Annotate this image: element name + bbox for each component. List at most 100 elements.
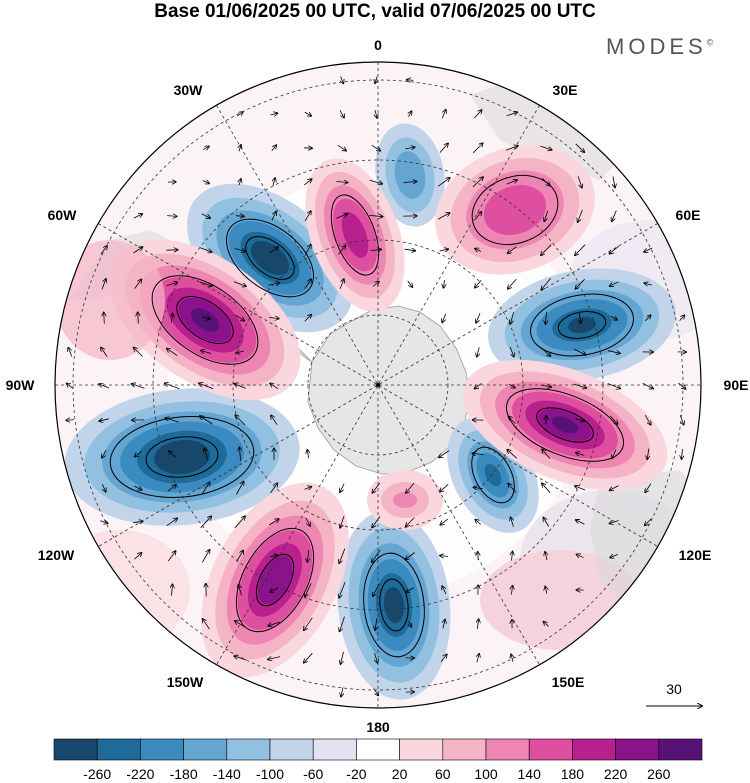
wind-vector	[370, 249, 381, 250]
wind-vector	[543, 518, 550, 527]
wind-vector	[165, 418, 179, 423]
wind-vector	[407, 280, 413, 287]
wind-vector	[578, 209, 583, 222]
wind-vector	[474, 110, 481, 119]
wind-vector	[239, 179, 241, 186]
wind-vector	[439, 143, 448, 153]
wind-vector	[607, 351, 620, 354]
wind-vector	[408, 111, 411, 117]
wind-vector	[236, 112, 243, 117]
wind-vector	[610, 315, 617, 320]
wind-vector	[475, 249, 482, 252]
lon-label-120w: 120W	[38, 547, 75, 563]
wind-vector	[102, 449, 107, 458]
wind-vector	[268, 657, 281, 660]
wind-vector	[507, 450, 518, 459]
wind-vector	[508, 384, 515, 388]
wind-vector	[67, 383, 74, 389]
colorbar-swatch	[226, 738, 271, 761]
wind-vector	[167, 485, 176, 492]
wind-vector	[270, 383, 279, 390]
reference-vector: 30	[646, 681, 702, 706]
colorbar-swatch	[615, 738, 660, 761]
wind-vector	[642, 383, 653, 388]
wind-vector	[304, 245, 311, 256]
wind-vector	[99, 384, 110, 389]
wind-vector	[682, 448, 683, 459]
wind-vector	[579, 312, 581, 323]
wind-vector	[104, 312, 105, 324]
wind-vector	[268, 283, 280, 285]
wind-vector	[340, 483, 345, 492]
colorbar-swatch	[572, 738, 616, 761]
lon-label-90e: 90E	[724, 377, 749, 393]
wind-vector	[304, 111, 312, 116]
wind-vector	[100, 521, 108, 524]
wind-vector	[573, 383, 587, 388]
wind-vector	[442, 313, 447, 323]
wind-vector	[508, 484, 517, 493]
colorbar-swatch	[442, 738, 487, 761]
wind-vector	[541, 178, 550, 185]
wind-vector	[138, 312, 139, 324]
wind-vector	[542, 483, 551, 493]
wind-vector	[644, 283, 652, 285]
wind-vector	[679, 315, 685, 322]
wind-vector	[472, 177, 483, 188]
wind-vector	[234, 656, 247, 661]
wind-vector	[644, 247, 653, 252]
wind-vector	[678, 382, 685, 389]
wind-vector	[542, 449, 551, 459]
wind-vector	[169, 451, 176, 458]
lon-label-60w: 60W	[48, 207, 78, 223]
wind-vector	[509, 416, 516, 424]
wind-vector	[101, 347, 108, 357]
wind-vector	[167, 348, 178, 356]
wind-vector	[444, 280, 445, 288]
wind-vector	[341, 687, 343, 696]
colorbar-swatch	[658, 738, 703, 761]
wind-vector	[132, 384, 145, 389]
wind-vector	[439, 450, 450, 458]
wind-vector	[406, 482, 415, 493]
wind-vector	[201, 482, 209, 495]
colorbar-tick-label: 260	[647, 766, 671, 782]
wind-vector	[337, 144, 346, 150]
wind-vector	[573, 348, 586, 355]
wind-vector	[506, 180, 517, 185]
wind-vector	[68, 348, 73, 357]
colorbar-tick-labels: -260 -220 -180 -140 -100 -60 -20 20 60 100 140 180 2…	[83, 766, 671, 782]
wind-vector	[405, 552, 415, 560]
wind-vector	[477, 347, 479, 356]
wind-vector	[202, 146, 209, 149]
wind-vector	[269, 317, 279, 318]
wind-vector	[576, 520, 585, 525]
wind-vector	[372, 549, 381, 562]
wind-vector	[134, 348, 143, 357]
lon-label-90w: 90W	[6, 377, 36, 393]
wind-vector	[201, 213, 210, 218]
wind-vector	[406, 587, 415, 593]
wind-vector	[441, 110, 446, 119]
wind-vector	[167, 551, 175, 562]
colorbar-tick-label: 140	[518, 766, 542, 782]
colorbar-swatch	[183, 738, 228, 761]
wind-vector	[172, 584, 173, 596]
colorbar-tick-label: -60	[303, 766, 323, 782]
colorbar-swatch	[269, 738, 314, 761]
wind-vector	[575, 143, 585, 152]
wind-vector-field	[66, 76, 686, 697]
wind-vector	[473, 487, 483, 488]
colorbar-swatch	[528, 738, 573, 761]
wind-vector	[268, 519, 279, 526]
wind-vector	[233, 281, 246, 287]
colorbar-tick-label: 220	[604, 766, 628, 782]
wind-vector	[512, 552, 513, 561]
wind-vector	[201, 317, 210, 319]
wind-vector	[612, 210, 617, 222]
colorbar-tick-label: 20	[392, 766, 408, 782]
colorbar-swatch	[140, 738, 184, 761]
wind-vector	[304, 179, 311, 186]
brand-text: MODES	[606, 34, 707, 59]
wind-vector	[269, 247, 278, 254]
